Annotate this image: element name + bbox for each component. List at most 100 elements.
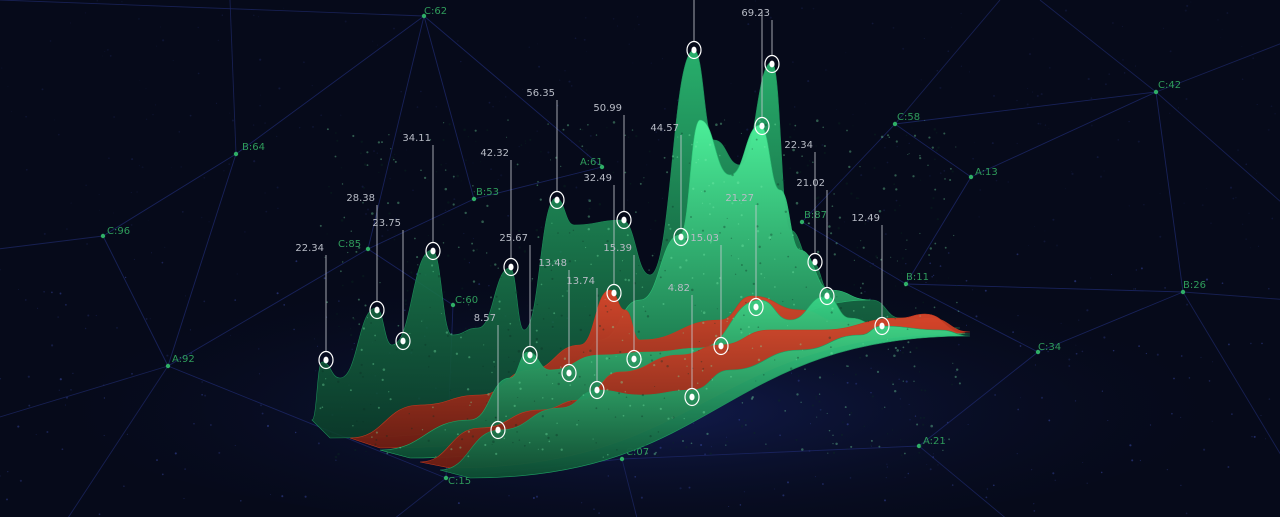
speckle xyxy=(760,272,763,275)
particle xyxy=(1145,352,1148,355)
speckle xyxy=(888,136,891,138)
particle xyxy=(939,265,942,267)
network-edge xyxy=(102,235,169,367)
value-marker: 15.03 xyxy=(690,233,729,356)
speckle xyxy=(337,380,340,383)
speckle xyxy=(788,135,792,139)
value-marker-ring xyxy=(874,316,890,336)
particle xyxy=(405,149,407,151)
value-label: 15.39 xyxy=(603,243,632,254)
speckle xyxy=(460,336,462,339)
speckle xyxy=(395,348,398,351)
value-marker: 13.74 xyxy=(566,276,605,400)
value-marker-dot xyxy=(566,369,572,377)
value-marker-ring xyxy=(369,300,385,320)
particle xyxy=(1261,342,1263,345)
value-marker-dot xyxy=(621,216,627,224)
speckle xyxy=(677,136,679,138)
speckle xyxy=(839,306,843,310)
network-edge xyxy=(167,365,447,479)
speckle xyxy=(409,332,411,335)
speckle xyxy=(397,324,400,327)
speckle xyxy=(404,169,407,172)
speckle xyxy=(859,165,861,168)
particle xyxy=(258,348,260,350)
particle xyxy=(49,40,52,42)
particle xyxy=(123,485,125,488)
speckle xyxy=(659,259,662,262)
value-label: 50.99 xyxy=(593,103,622,114)
speckle xyxy=(440,163,443,166)
value-marker: 15.39 xyxy=(603,243,642,369)
speckle xyxy=(915,307,917,309)
particle xyxy=(1078,319,1080,321)
particle xyxy=(659,446,662,449)
network-node-label: A:61 xyxy=(580,157,603,168)
speckle xyxy=(364,163,367,166)
speckle xyxy=(507,370,510,374)
particle xyxy=(937,464,939,466)
speckle xyxy=(362,327,366,330)
particle xyxy=(18,289,19,290)
speckle xyxy=(895,188,898,191)
speckle xyxy=(676,156,679,158)
particle xyxy=(386,229,389,232)
speckle xyxy=(702,311,706,314)
speckle xyxy=(473,191,475,193)
speckle xyxy=(624,278,627,281)
network-edge xyxy=(1037,291,1184,353)
network-edge xyxy=(0,235,104,250)
particle xyxy=(957,343,960,346)
particle xyxy=(955,370,957,372)
value-marker-dot xyxy=(527,351,533,359)
particle xyxy=(1117,139,1120,141)
speckle xyxy=(836,296,838,298)
speckle xyxy=(596,168,599,170)
particle xyxy=(283,304,286,306)
particle xyxy=(939,86,942,89)
speckle xyxy=(919,157,922,160)
network-edge xyxy=(894,123,972,178)
speckle xyxy=(671,416,674,419)
speckle xyxy=(873,133,877,136)
particle xyxy=(886,463,888,465)
particle xyxy=(184,295,186,297)
particle xyxy=(929,262,932,265)
speckle xyxy=(793,129,795,131)
speckle xyxy=(664,269,666,272)
speckle xyxy=(596,254,599,257)
speckle xyxy=(847,323,850,326)
value-marker-dot xyxy=(508,263,514,271)
speckle xyxy=(654,385,656,388)
particle xyxy=(11,111,12,112)
speckle xyxy=(358,324,360,326)
speckle xyxy=(588,207,591,210)
speckle xyxy=(915,346,918,350)
particle xyxy=(444,209,447,212)
particle xyxy=(0,269,1,271)
speckle xyxy=(606,388,609,391)
network-node-dot xyxy=(471,196,477,202)
speckle xyxy=(831,307,834,310)
particle xyxy=(121,1,123,3)
speckle xyxy=(631,129,634,131)
particle xyxy=(281,495,284,498)
speckle xyxy=(919,154,921,157)
speckle xyxy=(637,330,640,333)
speckle xyxy=(530,279,533,282)
particle xyxy=(738,418,741,421)
speckle xyxy=(548,307,550,309)
particle xyxy=(259,105,261,107)
particle xyxy=(928,174,931,177)
speckle xyxy=(812,161,814,164)
speckle xyxy=(457,246,460,249)
speckle xyxy=(774,286,776,288)
particle xyxy=(70,202,72,204)
particle xyxy=(1183,202,1185,204)
speckle xyxy=(913,380,915,382)
speckle xyxy=(399,343,402,346)
speckle xyxy=(871,395,875,398)
speckle xyxy=(670,256,673,260)
speckle xyxy=(560,366,562,368)
speckle xyxy=(504,241,506,243)
